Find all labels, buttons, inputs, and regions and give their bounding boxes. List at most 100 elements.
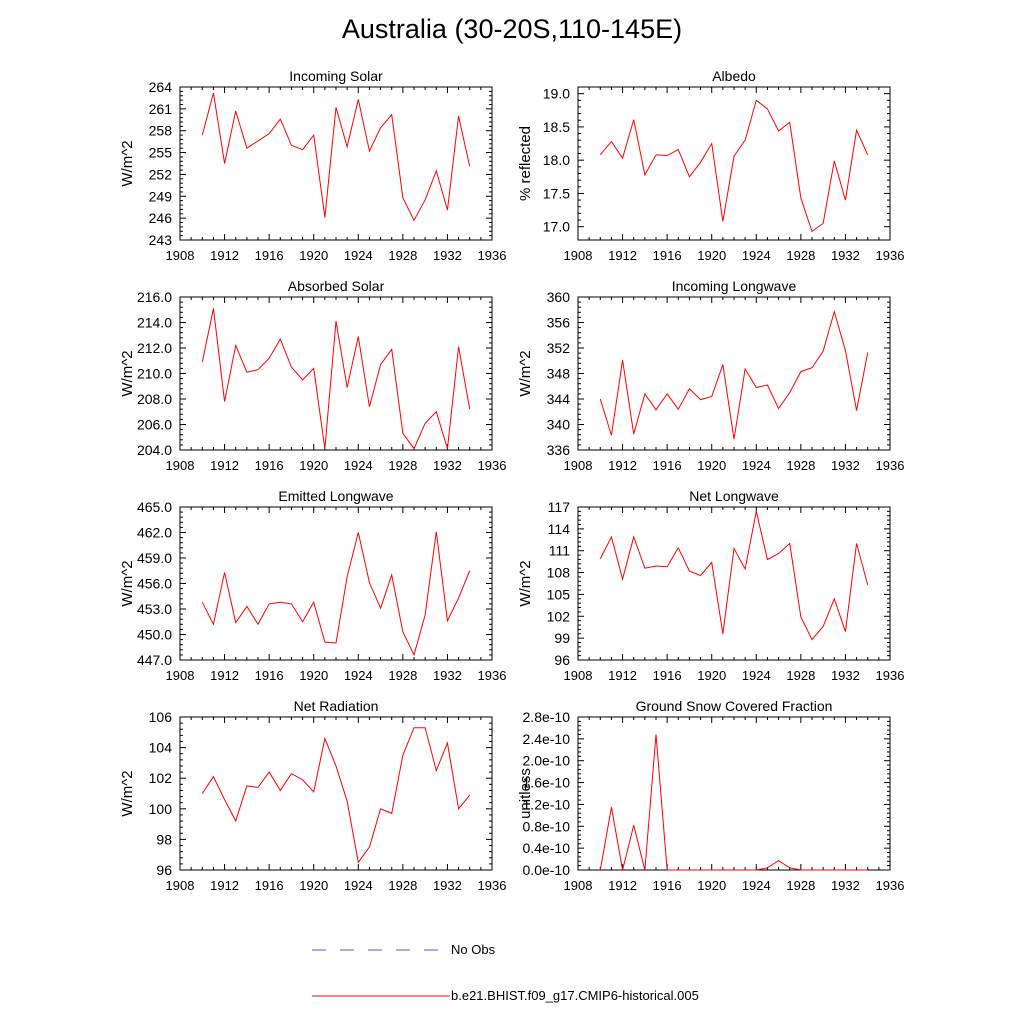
- x-tick-label: 1920: [299, 878, 328, 893]
- y-tick-label: 96: [156, 862, 172, 878]
- y-tick-label: 264: [149, 79, 173, 95]
- y-tick-label: 99: [554, 630, 570, 646]
- x-tick-label: 1924: [344, 668, 373, 683]
- x-tick-label: 1924: [742, 668, 771, 683]
- y-axis-label: W/m^2: [119, 560, 136, 606]
- panel-title: Albedo: [712, 68, 756, 84]
- plot-frame: [577, 506, 891, 661]
- x-tick-label: 1932: [433, 668, 462, 683]
- series-line: [599, 309, 869, 440]
- series-line: [201, 531, 471, 657]
- x-tick-label: 1920: [299, 458, 328, 473]
- x-tick-label: 1928: [388, 458, 417, 473]
- y-tick-label: 18.0: [543, 152, 570, 168]
- x-tick-label: 1924: [344, 878, 373, 893]
- series-line: [599, 734, 868, 871]
- y-tick-label: 214.0: [137, 315, 172, 331]
- y-tick-label: 246: [149, 210, 173, 226]
- x-tick-label: 1936: [876, 458, 905, 473]
- x-tick-label: 1928: [388, 668, 417, 683]
- panel-title: Emitted Longwave: [278, 488, 393, 504]
- x-tick-label: 1932: [433, 878, 462, 893]
- x-tick-label: 1912: [210, 668, 239, 683]
- x-tick-label: 1908: [166, 668, 195, 683]
- y-tick-label: 243: [149, 232, 173, 248]
- panel-title: Ground Snow Covered Fraction: [636, 698, 833, 714]
- x-tick-label: 1912: [608, 458, 637, 473]
- x-tick-label: 1928: [388, 878, 417, 893]
- x-tick-label: 1924: [344, 248, 373, 263]
- y-tick-label: 459.0: [137, 550, 172, 566]
- x-tick-label: 1908: [564, 668, 593, 683]
- x-tick-label: 1936: [478, 248, 507, 263]
- y-tick-label: 0.8e-10: [523, 818, 571, 834]
- x-tick-label: 1916: [653, 458, 682, 473]
- x-tick-label: 1932: [433, 458, 462, 473]
- y-tick-label: 208.0: [137, 391, 172, 407]
- panel-title: Incoming Solar: [289, 68, 383, 84]
- x-tick-label: 1924: [742, 878, 771, 893]
- y-tick-label: 96: [554, 652, 570, 668]
- y-tick-label: 111: [549, 543, 570, 559]
- x-tick-label: 1924: [742, 458, 771, 473]
- x-tick-label: 1916: [653, 248, 682, 263]
- y-axis-label: W/m^2: [119, 140, 136, 186]
- y-tick-label: 102: [149, 770, 173, 786]
- x-tick-label: 1924: [344, 458, 373, 473]
- x-tick-label: 1916: [255, 458, 284, 473]
- y-tick-label: 114: [548, 521, 571, 537]
- plot-frame: [179, 296, 493, 451]
- y-tick-label: 2.8e-10: [523, 709, 571, 725]
- x-tick-label: 1936: [478, 878, 507, 893]
- y-axis-label: W/m^2: [119, 770, 136, 816]
- y-tick-label: 1.2e-10: [523, 796, 571, 812]
- x-tick-label: 1932: [433, 248, 462, 263]
- y-tick-label: 465.0: [137, 499, 172, 515]
- panel-2: Albedo % reflected 1908 1912 1916 1920 1924 192…: [517, 68, 904, 263]
- panel-title: Absorbed Solar: [288, 278, 385, 294]
- y-tick-label: 105: [547, 586, 571, 602]
- y-tick-label: 204.0: [137, 442, 172, 458]
- x-tick-label: 1920: [697, 668, 726, 683]
- series-line: [201, 727, 471, 864]
- y-tick-label: 348: [547, 366, 571, 382]
- x-tick-label: 1936: [478, 458, 507, 473]
- x-tick-label: 1908: [564, 248, 593, 263]
- y-tick-label: 104: [149, 740, 173, 756]
- y-tick-label: 18.5: [543, 119, 570, 135]
- y-tick-label: 212.0: [137, 340, 172, 356]
- x-tick-label: 1920: [697, 248, 726, 263]
- y-tick-label: 462.0: [137, 525, 172, 541]
- y-tick-label: 453.0: [137, 601, 172, 617]
- x-tick-label: 1912: [608, 248, 637, 263]
- x-tick-label: 1908: [564, 458, 593, 473]
- x-tick-label: 1932: [831, 668, 860, 683]
- x-tick-label: 1928: [388, 248, 417, 263]
- x-tick-label: 1908: [166, 458, 195, 473]
- y-tick-label: 450.0: [137, 627, 172, 643]
- y-axis-label: unitless: [517, 768, 534, 819]
- x-tick-label: 1936: [876, 248, 905, 263]
- y-tick-label: 0.4e-10: [523, 840, 571, 856]
- x-tick-label: 1936: [876, 668, 905, 683]
- panel-6: Net Longwave W/m^2 1908 1912 1916 1920 1924 192…: [517, 488, 904, 683]
- x-tick-label: 1920: [299, 248, 328, 263]
- series-line: [599, 511, 869, 641]
- y-tick-label: 102: [547, 608, 571, 624]
- x-tick-label: 1908: [564, 878, 593, 893]
- y-tick-label: 216.0: [137, 289, 172, 305]
- x-tick-label: 1936: [478, 668, 507, 683]
- y-tick-label: 2.0e-10: [523, 753, 571, 769]
- y-axis-label: W/m^2: [517, 350, 534, 396]
- y-tick-label: 447.0: [137, 652, 172, 668]
- x-tick-label: 1916: [255, 878, 284, 893]
- x-tick-label: 1932: [831, 458, 860, 473]
- plot-frame: [577, 716, 891, 871]
- y-tick-label: 2.4e-10: [523, 731, 571, 747]
- y-tick-label: 206.0: [137, 417, 172, 433]
- y-axis-label: % reflected: [517, 126, 534, 201]
- y-tick-label: 0.0e-10: [523, 862, 571, 878]
- panel-3: Absorbed Solar W/m^2 1908 1912 1916 1920 1924 1…: [119, 278, 506, 473]
- x-tick-label: 1908: [166, 878, 195, 893]
